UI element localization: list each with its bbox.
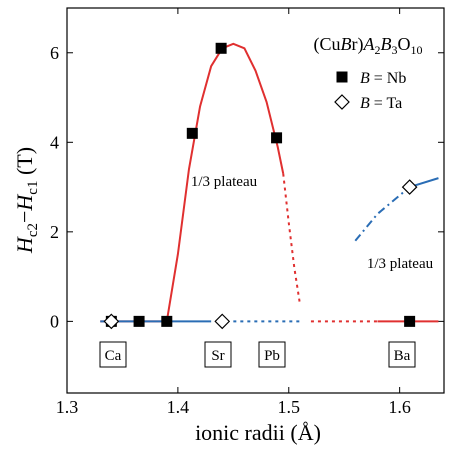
marker-square xyxy=(404,315,416,327)
element-box xyxy=(258,341,286,368)
marker-square xyxy=(336,71,348,83)
element-box xyxy=(204,341,232,368)
y-axis-label: Hc2−Hc1 (T) xyxy=(12,147,41,254)
marker-square xyxy=(133,315,145,327)
x-tick-label: 1.3 xyxy=(56,397,79,417)
y-tick-label: 6 xyxy=(50,43,59,63)
element-label: Sr xyxy=(211,348,224,364)
plot-frame xyxy=(66,7,445,394)
marker-diamond xyxy=(334,94,350,110)
chart-title: (CuBr)A2B3O10 xyxy=(313,34,422,57)
y-tick-label: 0 xyxy=(50,311,59,331)
element-box xyxy=(388,341,416,368)
curve xyxy=(282,173,301,304)
x-tick-label: 1.6 xyxy=(388,397,411,417)
marker-square xyxy=(271,132,283,144)
curve xyxy=(100,42,285,323)
element-label: Ba xyxy=(394,348,411,364)
x-tick-label: 1.5 xyxy=(278,397,301,417)
x-tick-label: 1.4 xyxy=(167,397,190,417)
marker-square xyxy=(215,42,227,54)
y-tick-label: 2 xyxy=(50,222,59,242)
element-label: Ca xyxy=(105,348,122,364)
element-box xyxy=(99,341,127,368)
marker-square xyxy=(186,127,198,139)
y-tick-label: 4 xyxy=(50,132,59,152)
element-label: Pb xyxy=(264,348,280,364)
legend-label: B = Ta xyxy=(360,95,402,112)
marker-square xyxy=(161,315,173,327)
legend-label: B = Nb xyxy=(360,70,406,87)
marker-diamond xyxy=(214,313,231,330)
curve xyxy=(354,186,411,242)
x-axis-label: ionic radii (Å) xyxy=(195,420,321,445)
annotation: 1/3 plateau xyxy=(191,174,258,190)
marker-diamond xyxy=(103,313,120,330)
marker-diamond xyxy=(401,179,418,195)
annotation: 1/3 plateau xyxy=(367,256,434,272)
